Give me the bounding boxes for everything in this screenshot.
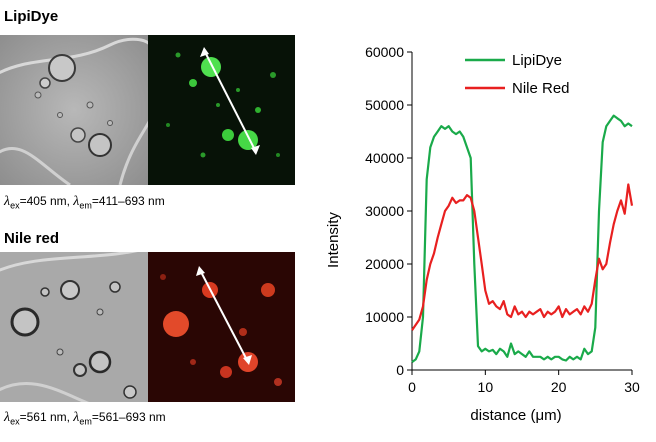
y-tick-label: 30000: [365, 203, 404, 219]
brightfield-cells-graphic-2: [0, 252, 148, 402]
y-tick-label: 60000: [365, 44, 404, 60]
y-axis-label: Intensity: [325, 212, 342, 268]
brightfield-cells-graphic: [0, 35, 148, 185]
brightfield-image-nile-red: [0, 252, 148, 402]
intensity-line-chart: 0 10000 20000 30000 40000 50000 60000 0 10 20 30 L…: [325, 44, 640, 424]
series-line-lipidye: [411, 114, 633, 363]
y-tick-label: 20000: [365, 256, 404, 272]
nile-red-droplets-graphic: [148, 252, 295, 402]
x-tick-label: 0: [408, 379, 416, 395]
chart-series: [411, 114, 634, 363]
y-tick-label: 0: [396, 362, 404, 378]
caption-lipidye-wavelengths: λex=405 nm, λem=411–693 nm: [4, 194, 165, 211]
chart-legend: LipiDye Nile Red: [465, 52, 570, 97]
y-tick-label: 40000: [365, 150, 404, 166]
series-line-nile-red: [411, 183, 634, 331]
panel-title-nile-red: Nile red: [4, 230, 60, 247]
legend-label: LipiDye: [512, 52, 562, 69]
x-tick-label: 10: [478, 379, 494, 395]
chart-axes: 0 10000 20000 30000 40000 50000 60000 0 10 20 30: [365, 44, 640, 395]
y-tick-label: 10000: [365, 309, 404, 325]
x-axis-label: distance (μm): [470, 407, 561, 424]
legend-label: Nile Red: [512, 80, 570, 97]
y-tick-label: 50000: [365, 97, 404, 113]
x-tick-label: 20: [551, 379, 567, 395]
lipidye-droplets-graphic: [148, 35, 295, 185]
fluorescence-image-nile-red: [148, 252, 295, 402]
fluorescence-image-lipidye: [148, 35, 295, 185]
caption-nile-red-wavelengths: λex=561 nm, λem=561–693 nm: [4, 410, 166, 427]
x-tick-label: 30: [624, 379, 640, 395]
panel-title-lipidye: LipiDye: [4, 8, 59, 25]
brightfield-image-lipidye: [0, 35, 148, 185]
